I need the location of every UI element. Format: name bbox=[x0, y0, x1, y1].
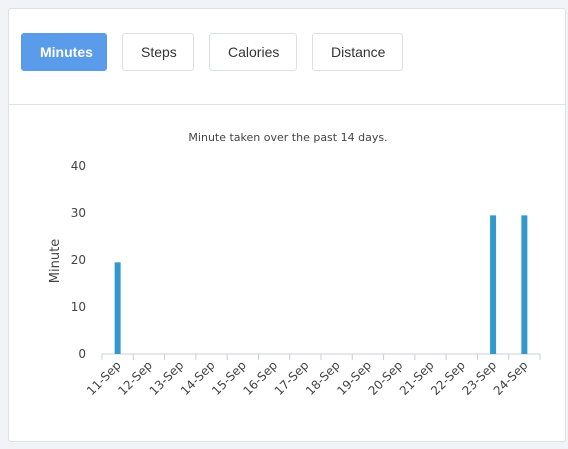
y-axis-label: Minute bbox=[48, 239, 63, 283]
y-tick-label: 10 bbox=[71, 300, 86, 314]
x-tick-label: 24-Sep bbox=[491, 358, 531, 398]
x-tick-label: 21-Sep bbox=[397, 358, 437, 398]
x-tick-label: 19-Sep bbox=[334, 358, 374, 398]
y-tick-label: 20 bbox=[71, 253, 86, 267]
tab-steps[interactable]: Steps bbox=[122, 33, 194, 71]
tab-distance[interactable]: Distance bbox=[312, 33, 403, 71]
x-tick-label: 13-Sep bbox=[147, 358, 187, 398]
bar-23-Sep bbox=[490, 215, 497, 354]
bar-24-Sep bbox=[521, 215, 528, 354]
x-tick-label: 20-Sep bbox=[366, 358, 406, 398]
x-tick-label: 12-Sep bbox=[115, 358, 155, 398]
x-tick-label: 15-Sep bbox=[209, 358, 249, 398]
y-tick-label: 0 bbox=[78, 347, 86, 361]
y-tick-label: 40 bbox=[71, 159, 86, 173]
metric-tabs: Minutes Steps Calories Distance bbox=[21, 33, 418, 71]
y-axis-ticks: 0 10 20 30 40 bbox=[71, 159, 86, 361]
chart-title: Minute taken over the past 14 days. bbox=[188, 131, 387, 144]
tab-calories[interactable]: Calories bbox=[209, 33, 297, 71]
x-axis-ticks: 11-Sep12-Sep13-Sep14-Sep15-Sep16-Sep17-S… bbox=[84, 354, 541, 398]
x-tick-label: 17-Sep bbox=[272, 358, 312, 398]
x-tick-label: 11-Sep bbox=[84, 358, 124, 398]
tab-divider bbox=[9, 104, 565, 105]
x-tick-label: 14-Sep bbox=[178, 358, 218, 398]
tab-minutes[interactable]: Minutes bbox=[21, 33, 107, 71]
x-tick-label: 16-Sep bbox=[240, 358, 280, 398]
y-tick-label: 30 bbox=[71, 206, 86, 220]
bars bbox=[114, 215, 528, 354]
bar-11-Sep bbox=[114, 262, 121, 354]
x-tick-label: 18-Sep bbox=[303, 358, 343, 398]
x-tick-label: 22-Sep bbox=[428, 358, 468, 398]
x-tick-label: 23-Sep bbox=[459, 358, 499, 398]
chart-card: Minutes Steps Calories Distance bbox=[8, 8, 566, 442]
